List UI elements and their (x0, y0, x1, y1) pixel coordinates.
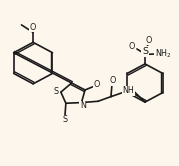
Text: S: S (62, 115, 67, 124)
Text: S: S (142, 47, 148, 56)
Text: O: O (93, 81, 100, 89)
Text: NH: NH (122, 86, 134, 95)
Text: O: O (109, 76, 115, 85)
Text: O: O (30, 23, 36, 32)
Text: S: S (53, 87, 58, 96)
Text: NH$_2$: NH$_2$ (155, 47, 172, 60)
Text: O: O (129, 42, 135, 51)
Text: O: O (145, 36, 152, 45)
Text: N: N (80, 101, 86, 110)
